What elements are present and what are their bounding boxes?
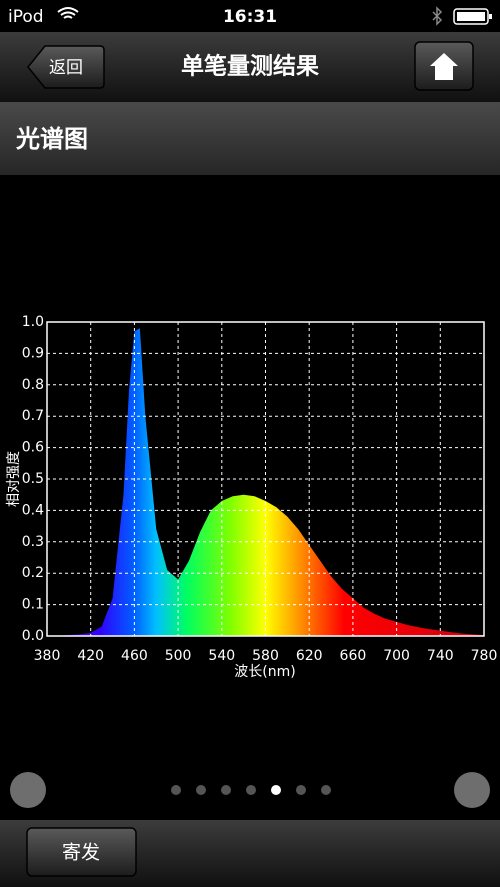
page-dot[interactable] bbox=[171, 785, 181, 795]
y-tick-label: 0.9 bbox=[22, 345, 44, 361]
x-tick-label: 420 bbox=[77, 648, 104, 664]
x-tick-label: 380 bbox=[34, 648, 61, 664]
page-dot[interactable] bbox=[296, 785, 306, 795]
y-tick-label: 0.5 bbox=[22, 471, 44, 487]
x-tick-label: 700 bbox=[383, 648, 410, 664]
x-tick-label: 620 bbox=[296, 648, 323, 664]
page-dot[interactable] bbox=[321, 785, 331, 795]
page-dot-active[interactable] bbox=[271, 785, 281, 795]
y-tick-label: 0.8 bbox=[22, 377, 44, 393]
x-tick-label: 780 bbox=[471, 648, 498, 664]
page-dot[interactable] bbox=[221, 785, 231, 795]
y-tick-label: 1.0 bbox=[22, 314, 44, 330]
back-button[interactable] bbox=[27, 45, 105, 89]
page-indicator bbox=[171, 785, 331, 795]
device-name: iPod bbox=[8, 7, 44, 27]
clock: 16:31 bbox=[223, 7, 277, 27]
y-tick-label: 0.1 bbox=[22, 597, 44, 613]
wifi-icon bbox=[57, 7, 79, 19]
page-dot[interactable] bbox=[246, 785, 256, 795]
y-tick-label: 0.7 bbox=[22, 408, 44, 424]
battery-level bbox=[457, 12, 485, 21]
y-tick-label: 0.4 bbox=[22, 502, 44, 518]
y-tick-label: 0.2 bbox=[22, 565, 44, 581]
x-tick-label: 540 bbox=[208, 648, 235, 664]
bluetooth-icon bbox=[432, 6, 443, 26]
x-tick-label: 500 bbox=[165, 648, 192, 664]
next-button[interactable] bbox=[454, 772, 490, 808]
y-tick-label: 0.6 bbox=[22, 440, 44, 456]
page-dot[interactable] bbox=[196, 785, 206, 795]
chart: 0.0 0.1 0.2 0.3 0.4 0.5 0.6 0.7 0.8 0.9 1.0 380 420 4… bbox=[22, 314, 498, 664]
section-header bbox=[0, 102, 500, 175]
send-button[interactable] bbox=[26, 827, 137, 877]
battery-icon bbox=[453, 8, 489, 25]
x-axis-label: 波长(nm) bbox=[234, 664, 295, 680]
x-tick-label: 660 bbox=[340, 648, 367, 664]
nav-title: 单笔量测结果 bbox=[181, 53, 319, 80]
plot-border bbox=[46, 321, 485, 637]
status-bar bbox=[0, 0, 500, 32]
home-icon[interactable] bbox=[430, 53, 458, 80]
prev-button[interactable] bbox=[10, 772, 46, 808]
y-tick-label: 0.3 bbox=[22, 534, 44, 550]
battery-tip bbox=[489, 14, 492, 19]
x-tick-label: 460 bbox=[121, 648, 148, 664]
y-axis-label: 相对强度 bbox=[6, 451, 22, 507]
send-button-label[interactable]: 寄发 bbox=[62, 842, 100, 864]
x-tick-label: 740 bbox=[427, 648, 454, 664]
section-title: 光谱图 bbox=[15, 125, 88, 153]
back-button-label[interactable]: 返回 bbox=[49, 58, 83, 78]
spectrum-area bbox=[47, 328, 484, 636]
y-tick-label: 0.0 bbox=[22, 628, 44, 644]
x-tick-label: 580 bbox=[252, 648, 279, 664]
